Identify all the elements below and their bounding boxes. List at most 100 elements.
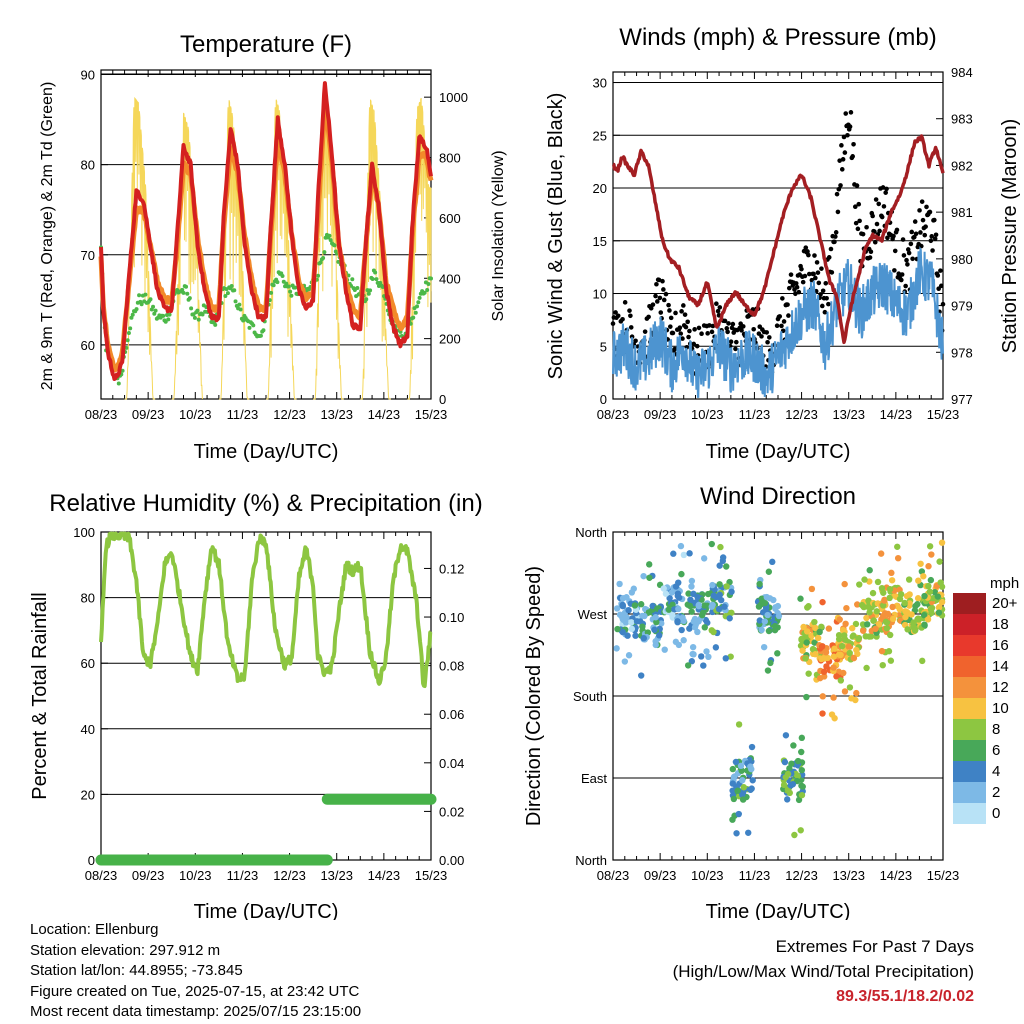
wind-direction-point [628, 589, 636, 596]
gust-point [838, 183, 843, 188]
wind-direction-point [859, 627, 867, 634]
wind-direction-point [888, 569, 895, 577]
wind-direction-point [866, 633, 873, 640]
wind-direction-point [780, 781, 788, 789]
wind-direction-point [690, 651, 697, 658]
wind-direction-point [680, 637, 687, 644]
dewpoint-2m-point [125, 338, 130, 343]
wind-direction-point [884, 610, 892, 618]
dewpoint-2m-point [180, 287, 185, 292]
dewpoint-2m-point [139, 302, 144, 307]
wind-direction-point [786, 789, 793, 797]
wind-direction-point [625, 607, 632, 614]
gust-point [841, 134, 847, 140]
wind-direction-point [765, 568, 773, 575]
temperature-y-tick-label: 80 [81, 158, 95, 173]
wind-direction-point [921, 592, 928, 600]
gust-point [633, 338, 638, 344]
humidity-y2-tick-label: 0.12 [439, 561, 464, 576]
legend-swatch [953, 656, 986, 677]
wind-direction-point [769, 558, 776, 566]
wind-direction-point [901, 599, 908, 607]
wind-direction-y-label: Direction (Colored By Speed) [523, 566, 545, 826]
wind-direction-point [735, 810, 742, 818]
humidity-x-tick-label: 08/23 [85, 868, 118, 883]
gust-point [673, 310, 678, 316]
wind-direction-point [686, 550, 693, 557]
dewpoint-2m-point [185, 291, 190, 296]
dewpoint-2m-point [280, 273, 285, 278]
legend-label: 6 [992, 742, 1000, 759]
temperature-x-tick-label: 09/23 [132, 407, 165, 422]
gust-point [642, 329, 648, 334]
dewpoint-2m-point [166, 317, 171, 322]
wind-direction-point [889, 615, 897, 623]
wind-direction-point [852, 620, 860, 628]
humidity-y-tick-label: 80 [81, 591, 95, 606]
dewpoint-2m-point [152, 311, 157, 316]
wind-direction-point [920, 573, 927, 580]
gust-point [799, 266, 804, 272]
gust-point [781, 319, 787, 324]
gust-point [767, 335, 772, 340]
temperature-y2-tick-label: 0 [439, 392, 446, 407]
gust-point [839, 143, 844, 148]
wind-direction-point [726, 615, 733, 622]
wind-direction-point [880, 602, 887, 609]
wind-direction-point [678, 626, 685, 634]
gust-point [903, 283, 908, 289]
wind-direction-point [886, 631, 894, 639]
wind-direction-point [803, 628, 811, 635]
gust-point [803, 245, 809, 250]
gust-point [668, 315, 674, 321]
wind-direction-point [688, 658, 696, 665]
gust-point [833, 234, 838, 239]
gust-point [786, 313, 791, 318]
wind-direction-point [755, 603, 763, 610]
winds-x-label: Time (Day/UTC) [706, 441, 851, 463]
wind-direction-point [830, 664, 837, 671]
dewpoint-2m-point [322, 250, 327, 255]
gust-point [714, 301, 719, 307]
gust-point [656, 277, 662, 283]
gust-point [919, 199, 925, 204]
dewpoint-2m-point [425, 287, 430, 292]
wind-direction-point [672, 583, 680, 590]
wind-direction-point [619, 595, 627, 602]
gust-point [872, 239, 878, 245]
dewpoint-2m-point [241, 318, 246, 323]
humidity-y2-tick-label: 0.00 [439, 853, 464, 868]
gust-point [819, 266, 824, 271]
dewpoint-2m-point [258, 333, 263, 338]
legend-label: 0 [992, 805, 1000, 822]
wind-direction-point [748, 785, 755, 792]
wind-direction-point [733, 830, 740, 837]
wind-direction-point [906, 600, 913, 607]
gust-point [847, 124, 853, 129]
wind-direction-point [883, 625, 891, 632]
wind-direction-point [621, 658, 629, 665]
wind-direction-point [797, 827, 804, 834]
legend-label: 2 [992, 784, 1000, 801]
temperature-y2-label: Solar Insolation (Yellow) [490, 150, 507, 321]
humidity-y-tick-label: 20 [81, 787, 95, 802]
wind-direction-point [925, 582, 932, 590]
gust-point [892, 268, 897, 273]
gust-point [913, 231, 919, 237]
gust-point [661, 297, 667, 303]
winds-y2-tick-label: 982 [951, 158, 973, 173]
dewpoint-2m-point [232, 288, 237, 293]
wind-direction-point [717, 596, 725, 604]
dewpoint-2m-point [318, 260, 323, 265]
extremes-values: 89.3/55.1/18.2/0.02 [836, 988, 974, 1005]
wind-direction-point [669, 611, 676, 619]
gust-point [715, 308, 721, 314]
solar-insolation-line [171, 112, 203, 400]
wind-direction-point [716, 591, 723, 599]
wind-direction-point [819, 710, 826, 717]
wind-direction-point [874, 578, 882, 586]
wind-direction-point [775, 612, 783, 620]
wind-direction-point [812, 651, 819, 658]
temperature-y-tick-label: 90 [81, 68, 95, 83]
temperature-2m-line [99, 81, 433, 381]
